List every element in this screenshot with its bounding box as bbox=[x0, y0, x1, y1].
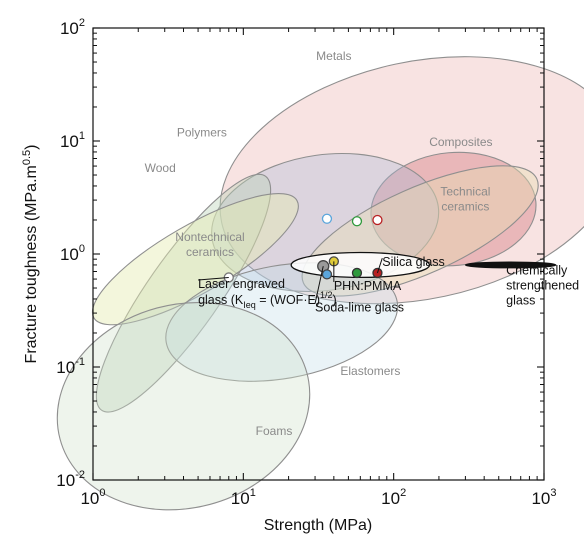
leader-soda-lime-glass bbox=[314, 266, 324, 304]
x-tick-label: 102 bbox=[381, 487, 406, 508]
point-annotations: Silica glass PHN:PMMA Soda-lime glass Chemi… bbox=[198, 255, 579, 314]
point-soda-lime-glass-blue bbox=[321, 269, 333, 280]
x-axis-label: Strength (MPa) bbox=[264, 517, 372, 534]
region-metals bbox=[219, 56, 584, 305]
region-elastomers bbox=[165, 262, 399, 382]
material-regions bbox=[56, 56, 584, 511]
region-label-polymers: Polymers bbox=[177, 125, 227, 139]
region-labels: Metals Composites Polymers Technical ceramic… bbox=[145, 49, 493, 438]
region-label-foams: Foams bbox=[256, 424, 293, 438]
x-tick-label: 101 bbox=[231, 487, 256, 508]
y-axis-label: Fracture toughness (MPa.m0.5) bbox=[21, 145, 40, 364]
point-silica-glass-green bbox=[351, 267, 363, 279]
region-label-nontechnical-ceramics: Nontechnical ceramics bbox=[175, 230, 244, 259]
region-label-metals: Metals bbox=[316, 49, 351, 63]
region-wood bbox=[95, 173, 272, 413]
y-tick-label: 101 bbox=[60, 130, 85, 151]
region-label-wood: Wood bbox=[145, 161, 176, 175]
annotation-soda-lime-glass: Soda-lime glass bbox=[315, 300, 404, 314]
region-label-technical-ceramics: Technical ceramics bbox=[440, 184, 490, 213]
region-chemically-strengthened-glass bbox=[464, 261, 557, 269]
annotation-phn-pmma: PHN:PMMA bbox=[334, 279, 402, 293]
region-composites bbox=[370, 151, 537, 267]
leader-silica-glass bbox=[376, 258, 383, 274]
leader-chemically bbox=[487, 264, 507, 267]
leader-lines bbox=[198, 258, 507, 304]
region-foams bbox=[56, 301, 311, 511]
y-axis-ticks: 10-2 10-1 100 101 102 bbox=[56, 17, 544, 490]
y-tick-label: 10-2 bbox=[56, 469, 85, 490]
region-label-elastomers: Elastomers bbox=[340, 364, 400, 378]
x-axis-ticks: 100 101 102 103 bbox=[80, 28, 557, 508]
point-open-blue bbox=[321, 213, 333, 224]
annotation-chemically-strengthened-glass: Chemically strengthened glass bbox=[506, 263, 579, 307]
region-label-composites: Composites bbox=[429, 135, 492, 149]
annotation-laser-engraved-line2: glass (KIeq = (WOF·E)1/2) bbox=[198, 290, 337, 310]
y-tick-label: 102 bbox=[60, 17, 85, 38]
annotation-silica-glass: Silica glass bbox=[382, 255, 445, 269]
x-tick-label: 100 bbox=[80, 487, 105, 508]
leader-laser-engraved bbox=[198, 276, 229, 281]
data-points bbox=[223, 213, 383, 283]
x-tick-label: 103 bbox=[531, 487, 556, 508]
y-tick-label: 10-1 bbox=[56, 356, 85, 377]
annotation-laser-engraved-line1: Laser engraved bbox=[198, 277, 285, 291]
y-tick-label: 100 bbox=[60, 243, 85, 264]
point-open-red bbox=[372, 214, 383, 226]
region-nontechnical-ceramics bbox=[91, 193, 299, 326]
point-open-green bbox=[351, 216, 363, 227]
